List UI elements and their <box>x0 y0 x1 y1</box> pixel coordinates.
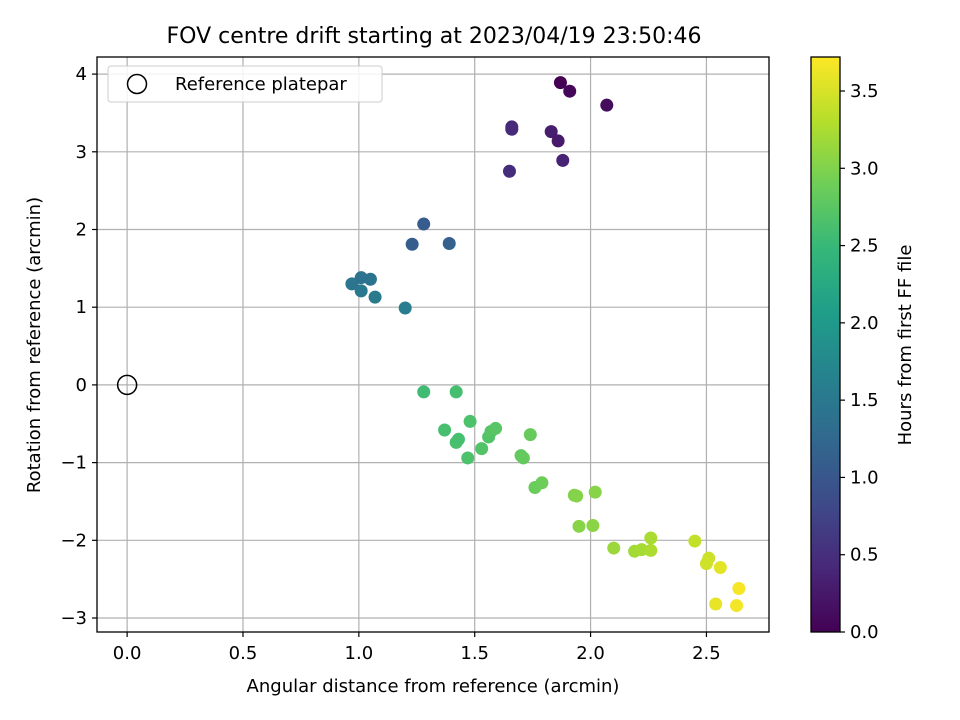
data-point <box>438 423 452 437</box>
data-point <box>516 451 530 465</box>
data-point <box>345 277 359 291</box>
chart-title: FOV centre drift starting at 2023/04/19 … <box>167 24 702 49</box>
y-tick-label: −1 <box>60 453 87 474</box>
data-point <box>730 599 744 613</box>
reference-platepar-marker <box>116 374 138 396</box>
colorbar-tick-label: 3.5 <box>850 81 879 102</box>
legend-entry-reference-platepar: Reference platepar <box>175 74 347 95</box>
colorbar-tick-label: 0.5 <box>850 545 879 566</box>
data-point <box>699 557 713 571</box>
colorbar-tick-label: 2.5 <box>850 236 879 257</box>
x-axis-ticks: 0.0 0.5 1.0 1.5 2.0 2.5 <box>113 632 721 664</box>
data-point <box>505 122 519 136</box>
legend-box <box>107 65 383 103</box>
data-point <box>535 476 549 490</box>
data-point <box>461 451 475 465</box>
y-tick-label: −2 <box>60 530 87 551</box>
legend: Reference platepar <box>107 65 383 103</box>
x-tick-label: 2.0 <box>576 643 605 664</box>
legend-marker-open-circle-icon <box>126 73 148 95</box>
data-point <box>502 164 516 178</box>
x-axis-label: Angular distance from reference (arcmin) <box>247 676 620 697</box>
data-point <box>644 543 658 557</box>
data-point <box>635 543 649 557</box>
x-tick-label: 2.5 <box>692 643 721 664</box>
data-point <box>563 84 577 98</box>
data-point <box>363 272 377 286</box>
x-tick-label: 1.5 <box>460 643 489 664</box>
data-point <box>449 385 463 399</box>
data-point <box>644 531 658 545</box>
data-point <box>709 597 723 611</box>
data-point <box>713 561 727 575</box>
y-axis-label: Rotation from reference (arcmin) <box>24 197 45 493</box>
data-point <box>475 442 489 456</box>
x-tick-label: 0.0 <box>113 643 142 664</box>
y-tick-label: 4 <box>76 64 87 85</box>
data-points <box>345 76 746 613</box>
reference-point <box>116 374 138 396</box>
data-point <box>553 76 567 90</box>
data-point <box>551 134 565 148</box>
colorbar-ticks: 0.0 0.5 1.0 1.5 2.0 2.5 3.0 3.5 <box>840 81 879 643</box>
data-point <box>588 485 602 499</box>
x-tick-label: 1.0 <box>345 643 374 664</box>
colorbar-label: Hours from first FF file <box>895 245 916 446</box>
y-tick-label: 2 <box>76 220 87 241</box>
data-point <box>732 581 746 595</box>
y-tick-label: 1 <box>76 297 87 318</box>
y-axis-ticks: −3 −2 −1 0 1 2 3 4 <box>60 64 97 629</box>
data-point <box>607 541 621 555</box>
data-point <box>489 421 503 435</box>
data-point <box>523 428 537 442</box>
y-tick-label: −3 <box>60 608 87 629</box>
data-point <box>570 489 584 503</box>
data-point <box>451 432 465 446</box>
data-point <box>688 534 702 548</box>
y-tick-label: 3 <box>76 142 87 163</box>
colorbar-tick-label: 1.0 <box>850 467 879 488</box>
data-point <box>572 519 586 533</box>
grid-lines <box>97 57 769 632</box>
data-point <box>442 236 456 250</box>
x-tick-label: 0.5 <box>229 643 258 664</box>
data-point <box>463 414 477 428</box>
colorbar-tick-label: 2.0 <box>850 313 879 334</box>
colorbar-tick-label: 3.0 <box>850 158 879 179</box>
data-point <box>354 284 368 298</box>
colorbar-tick-label: 0.0 <box>850 622 879 643</box>
data-point <box>368 290 382 304</box>
data-point <box>405 237 419 251</box>
colorbar <box>810 56 841 633</box>
data-point <box>417 385 431 399</box>
data-point <box>586 519 600 533</box>
y-tick-label: 0 <box>76 375 87 396</box>
data-point <box>600 98 614 112</box>
data-point <box>556 153 570 167</box>
data-point <box>417 217 431 231</box>
data-point <box>544 125 558 139</box>
data-point <box>398 301 412 315</box>
colorbar-tick-label: 1.5 <box>850 390 879 411</box>
plot-frame <box>96 56 770 633</box>
